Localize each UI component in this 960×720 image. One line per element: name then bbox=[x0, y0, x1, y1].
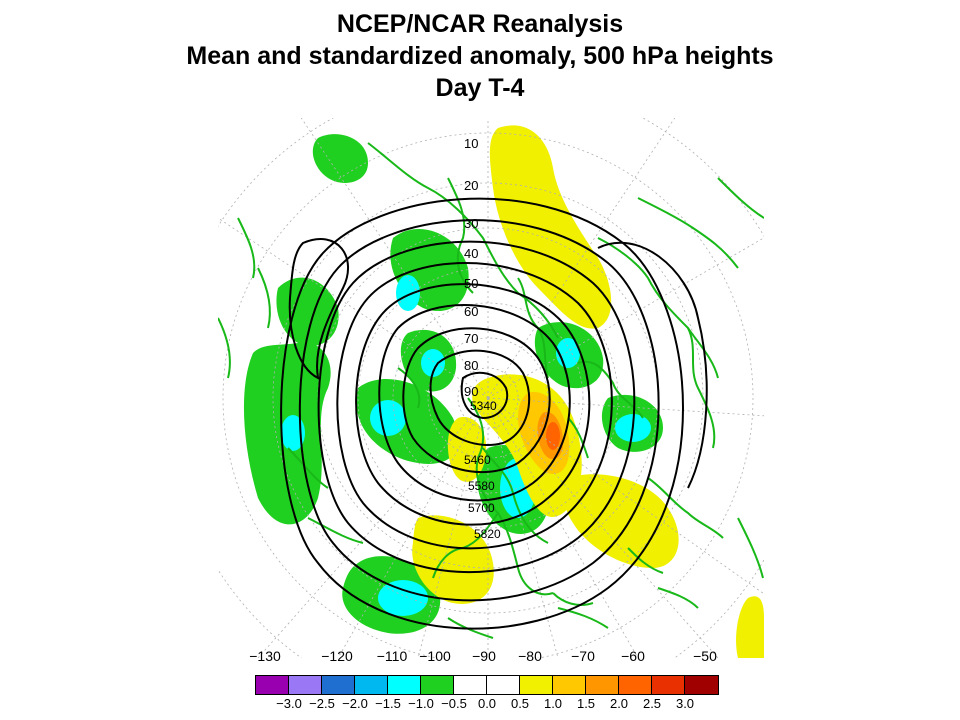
positive-anomaly-region bbox=[736, 596, 764, 658]
colorbar bbox=[255, 675, 719, 695]
colorbar-swatch bbox=[619, 676, 652, 694]
lon-label: −70 bbox=[571, 648, 595, 664]
lat-label: 20 bbox=[464, 178, 478, 193]
colorbar-swatch bbox=[553, 676, 586, 694]
contour-line bbox=[317, 240, 636, 574]
colorbar-swatch bbox=[487, 676, 520, 694]
colorbar-tick-label: −0.5 bbox=[441, 696, 467, 711]
colorbar-tick-label: 2.0 bbox=[609, 696, 629, 711]
colorbar-swatch bbox=[685, 676, 718, 694]
lon-label: −80 bbox=[518, 648, 542, 664]
positive-anomaly-region bbox=[489, 125, 612, 329]
title-line-2: Mean and standardized anomaly, 500 hPa h… bbox=[186, 42, 774, 70]
colorbar-tick-label: −2.0 bbox=[342, 696, 368, 711]
colorbar-tick-label: −1.5 bbox=[375, 696, 401, 711]
colorbar-swatch bbox=[355, 676, 388, 694]
contour-line bbox=[378, 304, 571, 502]
contour-line bbox=[402, 327, 551, 474]
contour-line bbox=[298, 219, 660, 602]
lon-label: −90 bbox=[472, 648, 496, 664]
colorbar-swatch bbox=[388, 676, 421, 694]
colorbar-tick-label: 1.5 bbox=[576, 696, 596, 711]
contour-label: 5580 bbox=[468, 479, 495, 493]
colorbar-tick-label: 0.5 bbox=[510, 696, 530, 711]
polar-map: 10 20 30 40 50 60 70 80 90 5340 5460 558… bbox=[218, 118, 764, 658]
lon-label: −50 bbox=[693, 648, 717, 664]
lat-label: 70 bbox=[464, 331, 478, 346]
strong-negative-anomaly bbox=[370, 400, 406, 436]
contour-labels: 5340 5460 5580 5700 5820 bbox=[464, 399, 501, 541]
contour-line bbox=[288, 238, 349, 380]
lat-label: 50 bbox=[464, 276, 478, 291]
contour-line bbox=[355, 283, 591, 526]
colorbar-swatch bbox=[289, 676, 322, 694]
colorbar-swatch bbox=[256, 676, 289, 694]
lon-label: −60 bbox=[621, 648, 645, 664]
strong-negative-anomaly bbox=[396, 275, 420, 311]
contour-label: 5700 bbox=[468, 501, 495, 515]
colorbar-tick-label: −2.5 bbox=[309, 696, 335, 711]
colorbar-swatch bbox=[322, 676, 355, 694]
lon-label: −130 bbox=[249, 648, 281, 664]
strong-positive-anomaly bbox=[546, 422, 560, 450]
positive-anomaly-region bbox=[563, 474, 679, 568]
colorbar-tick-label: −3.0 bbox=[276, 696, 302, 711]
strong-negative-anomaly bbox=[281, 415, 305, 451]
colorbar-swatch bbox=[586, 676, 619, 694]
contour-line bbox=[429, 349, 531, 446]
anomaly-shading bbox=[243, 125, 764, 658]
title-block: NCEP/NCAR Reanalysis Mean and standardiz… bbox=[0, 8, 960, 104]
lon-label: −110 bbox=[376, 648, 408, 664]
colorbar-swatch bbox=[421, 676, 454, 694]
contour-line bbox=[460, 371, 509, 420]
negative-anomaly-region bbox=[312, 134, 368, 183]
colorbar-swatch bbox=[454, 676, 487, 694]
lon-label: −100 bbox=[419, 648, 451, 664]
contour-line bbox=[597, 241, 708, 489]
lat-label: 60 bbox=[464, 304, 478, 319]
contour-line bbox=[336, 262, 613, 550]
contour-line bbox=[280, 197, 684, 630]
colorbar-tick-label: −1.0 bbox=[408, 696, 434, 711]
strong-negative-anomaly bbox=[378, 580, 428, 616]
positive-anomaly-region bbox=[412, 515, 494, 604]
lat-label: 90 bbox=[464, 384, 478, 399]
title-line-3: Day T-4 bbox=[435, 74, 525, 102]
colorbar-swatch bbox=[652, 676, 685, 694]
colorbar-swatch bbox=[520, 676, 553, 694]
contour-label: 5340 bbox=[470, 399, 497, 413]
colorbar-tick-label: 1.0 bbox=[543, 696, 563, 711]
height-contours bbox=[280, 197, 708, 630]
lat-label: 30 bbox=[464, 216, 478, 231]
lon-label: −120 bbox=[321, 648, 353, 664]
title-line-1: NCEP/NCAR Reanalysis bbox=[336, 10, 624, 38]
lat-label: 10 bbox=[464, 136, 478, 151]
colorbar-tick-label: 3.0 bbox=[675, 696, 695, 711]
strong-negative-anomaly bbox=[421, 349, 445, 377]
latitude-labels: 10 20 30 40 50 60 70 80 90 bbox=[464, 136, 478, 399]
contour-label: 5460 bbox=[464, 453, 491, 467]
colorbar-tick-label: 2.5 bbox=[642, 696, 662, 711]
map-panel: 10 20 30 40 50 60 70 80 90 5340 5460 558… bbox=[218, 118, 764, 658]
lat-label: 40 bbox=[464, 246, 478, 261]
lat-label: 80 bbox=[464, 358, 478, 373]
colorbar-tick-label: 0.0 bbox=[477, 696, 497, 711]
contour-label: 5820 bbox=[474, 527, 501, 541]
